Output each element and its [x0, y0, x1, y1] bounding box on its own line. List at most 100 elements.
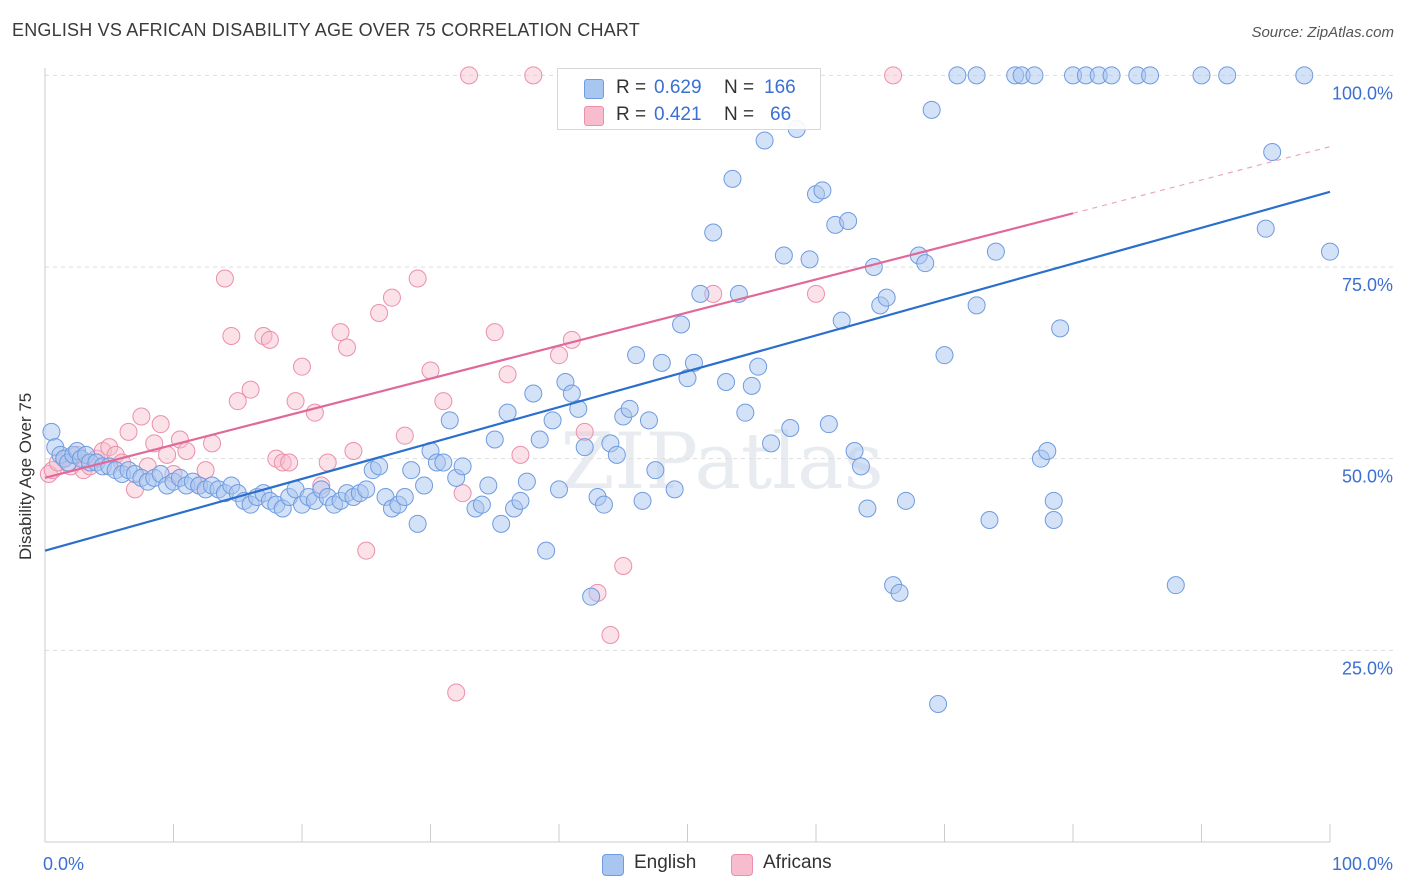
english-point: [684, 353, 703, 372]
english-point: [922, 100, 941, 119]
x-tick-label-min: 0.0%: [43, 854, 84, 874]
africans-point: [100, 438, 119, 457]
english-r-label: R =: [616, 77, 647, 98]
english-point: [633, 491, 652, 510]
english-swatch: [584, 79, 604, 99]
y-tick-label: 75.0%: [1342, 275, 1393, 295]
english-point: [1192, 66, 1211, 85]
africans-point: [498, 365, 517, 384]
africans-point: [614, 557, 633, 575]
source-label: Source: ZipAtlas.com: [1251, 24, 1394, 41]
africans-r-value: 0.421: [654, 104, 702, 125]
africans-point: [550, 346, 568, 365]
x-tick-label-max: 100.0%: [1332, 854, 1393, 874]
english-point: [986, 242, 1005, 261]
english-point: [800, 250, 819, 269]
english-point: [723, 169, 742, 188]
english-point: [492, 514, 511, 533]
africans-point: [395, 426, 414, 445]
english-point: [916, 254, 935, 273]
africans-point: [382, 288, 401, 307]
africans-point: [286, 392, 305, 411]
english-point: [537, 541, 556, 560]
africans-r-label: R =: [616, 104, 647, 125]
english-point: [440, 411, 459, 430]
africans-point: [318, 453, 337, 472]
africans-point: [132, 407, 151, 426]
english-point: [395, 488, 414, 506]
africans-point: [485, 323, 504, 342]
africans-swatch: [584, 106, 604, 126]
english-n-label: N =: [724, 77, 755, 98]
english-point: [639, 411, 658, 430]
africans-point: [151, 415, 170, 434]
english-point: [967, 66, 986, 85]
english-point: [717, 373, 736, 391]
english-point: [550, 480, 568, 499]
english-point: [839, 212, 858, 230]
africans-point: [408, 269, 427, 288]
english-point: [582, 587, 601, 606]
english-point: [530, 430, 549, 449]
english-point: [935, 346, 954, 365]
africans-point: [434, 392, 453, 411]
africans-point: [575, 422, 594, 441]
english-point: [672, 315, 691, 334]
english-point: [646, 461, 665, 480]
english-point: [517, 472, 536, 491]
legend-row-english: R = 0.629 N = 166: [558, 75, 820, 101]
africans-point: [293, 357, 311, 376]
english-point: [948, 66, 967, 85]
english-point: [1025, 66, 1044, 85]
english-point: [453, 457, 472, 476]
english-point: [1102, 66, 1121, 85]
english-point: [511, 491, 530, 510]
english-point: [762, 434, 781, 453]
english-point: [742, 376, 761, 395]
africans-legend-swatch: [731, 854, 753, 876]
africans-point: [177, 442, 196, 460]
english-point: [1218, 66, 1237, 85]
english-point: [774, 246, 793, 265]
english-point: [845, 442, 864, 460]
africans-point: [807, 284, 825, 303]
africans-point: [453, 484, 472, 503]
english-r-value: 0.629: [654, 77, 702, 98]
chart-title: ENGLISH VS AFRICAN DISABILITY AGE OVER 7…: [12, 20, 640, 40]
english-point: [678, 369, 697, 388]
english-point: [498, 403, 517, 422]
english-point: [781, 419, 800, 437]
y-tick-label: 50.0%: [1342, 467, 1393, 487]
africans-point: [280, 453, 299, 472]
english-point: [370, 457, 389, 476]
africans-point: [601, 626, 620, 644]
africans-point: [511, 445, 530, 464]
english-point: [749, 357, 768, 376]
africans-point: [357, 541, 376, 560]
africans-trend-line: [44, 212, 1074, 479]
english-point: [691, 284, 710, 303]
africans-point: [460, 66, 479, 85]
africans-trend-extension: [1072, 146, 1331, 214]
english-point: [415, 476, 434, 495]
english-point: [896, 491, 915, 510]
africans-point: [260, 330, 279, 349]
africans-point: [524, 66, 543, 85]
english-point: [472, 495, 491, 514]
english-point: [569, 399, 588, 418]
english-point: [485, 430, 504, 449]
english-point: [813, 181, 832, 200]
africans-point: [337, 338, 356, 357]
english-point: [1256, 219, 1275, 238]
africans-point: [884, 66, 903, 85]
english-point: [1263, 143, 1282, 161]
english-point: [402, 461, 421, 480]
english-point: [652, 353, 671, 372]
english-point: [929, 695, 948, 713]
english-point: [1321, 242, 1339, 261]
english-point: [851, 457, 870, 476]
english-point: [620, 399, 639, 418]
english-point: [967, 296, 986, 315]
english-trend-line: [44, 190, 1331, 552]
english-point: [819, 415, 838, 434]
